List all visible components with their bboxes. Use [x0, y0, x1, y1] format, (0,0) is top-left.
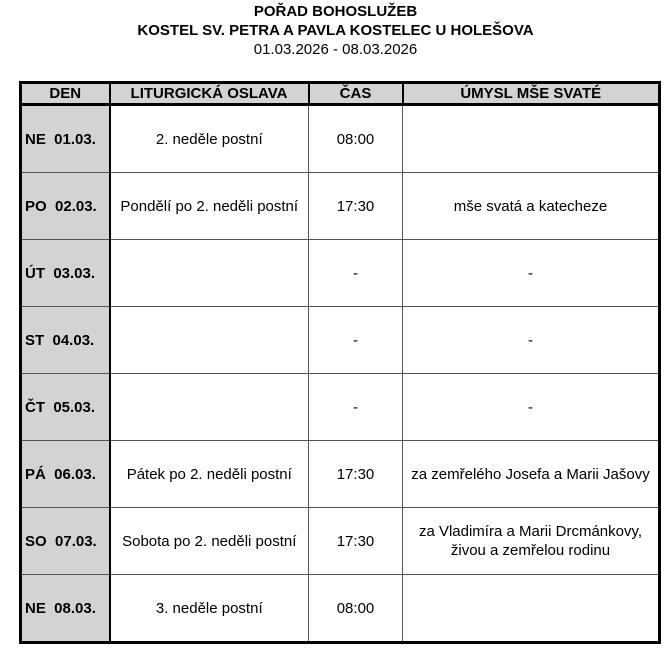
header-celebration: LITURGICKÁ OSLAVA: [109, 82, 310, 106]
celebration-cell: 2. neděle postní: [109, 104, 309, 173]
table-row: ČT 05.03. - -: [20, 373, 660, 441]
time-cell: -: [308, 373, 403, 441]
celebration-cell: Pondělí po 2. neděli postní: [109, 172, 309, 240]
intention-cell: -: [402, 239, 660, 307]
intention-cell: -: [402, 306, 660, 374]
time-cell: 17:30: [308, 172, 403, 240]
header-day: DEN: [20, 82, 111, 106]
header-time: ČAS: [308, 82, 404, 106]
intention-cell: -: [402, 373, 660, 441]
day-cell: NE 08.03.: [20, 574, 111, 643]
time-cell: 17:30: [308, 507, 403, 575]
page-title: POŘAD BOHOSLUŽEB: [253, 3, 418, 20]
date-range: 01.03.2026 - 08.03.2026: [253, 41, 418, 58]
celebration-cell: Pátek po 2. neděli postní: [109, 440, 309, 508]
table-row: NE 01.03. 2. neděle postní 08:00: [20, 104, 660, 173]
day-cell: NE 01.03.: [20, 104, 111, 173]
header-row: DEN LITURGICKÁ OSLAVA ČAS ÚMYSL MŠE SVAT…: [20, 82, 660, 106]
header-intention: ÚMYSL MŠE SVATÉ: [402, 82, 660, 106]
table-row: ST 04.03. - -: [20, 306, 660, 374]
day-cell: SO 07.03.: [20, 507, 111, 575]
table-row: SO 07.03. Sobota po 2. neděli postní 17:30…: [20, 507, 660, 575]
day-cell: ST 04.03.: [20, 306, 111, 374]
celebration-cell: [109, 239, 309, 307]
time-cell: 08:00: [308, 574, 403, 643]
celebration-cell: 3. neděle postní: [109, 574, 309, 643]
intention-cell: [402, 574, 660, 643]
time-cell: -: [308, 306, 403, 374]
table-row: NE 08.03. 3. neděle postní 08:00: [20, 574, 660, 643]
celebration-cell: [109, 373, 309, 441]
celebration-cell: Sobota po 2. neděli postní: [109, 507, 309, 575]
day-cell: PÁ 06.03.: [20, 440, 111, 508]
church-name: KOSTEL SV. PETRA A PAVLA KOSTELEC U HOLE…: [137, 22, 534, 39]
time-cell: -: [308, 239, 403, 307]
schedule-table: DEN LITURGICKÁ OSLAVA ČAS ÚMYSL MŠE SVAT…: [19, 81, 661, 644]
table-row: PÁ 06.03. Pátek po 2. neděli postní 17:30 z…: [20, 440, 660, 508]
intention-cell: za zemřelého Josefa a Marii Jašovy: [402, 440, 660, 508]
celebration-cell: [109, 306, 309, 374]
intention-cell: [402, 104, 660, 173]
table-row: ÚT 03.03. - -: [20, 239, 660, 307]
time-cell: 08:00: [308, 104, 403, 173]
intention-cell: za Vladimíra a Marii Drcmánkovy, živou a…: [402, 507, 660, 575]
time-cell: 17:30: [308, 440, 403, 508]
day-cell: ČT 05.03.: [20, 373, 111, 441]
intention-cell: mše svatá a katecheze: [402, 172, 660, 240]
day-cell: ÚT 03.03.: [20, 239, 111, 307]
table-row: PO 02.03. Pondělí po 2. neděli postní 17:3…: [20, 172, 660, 240]
day-cell: PO 02.03.: [20, 172, 111, 240]
